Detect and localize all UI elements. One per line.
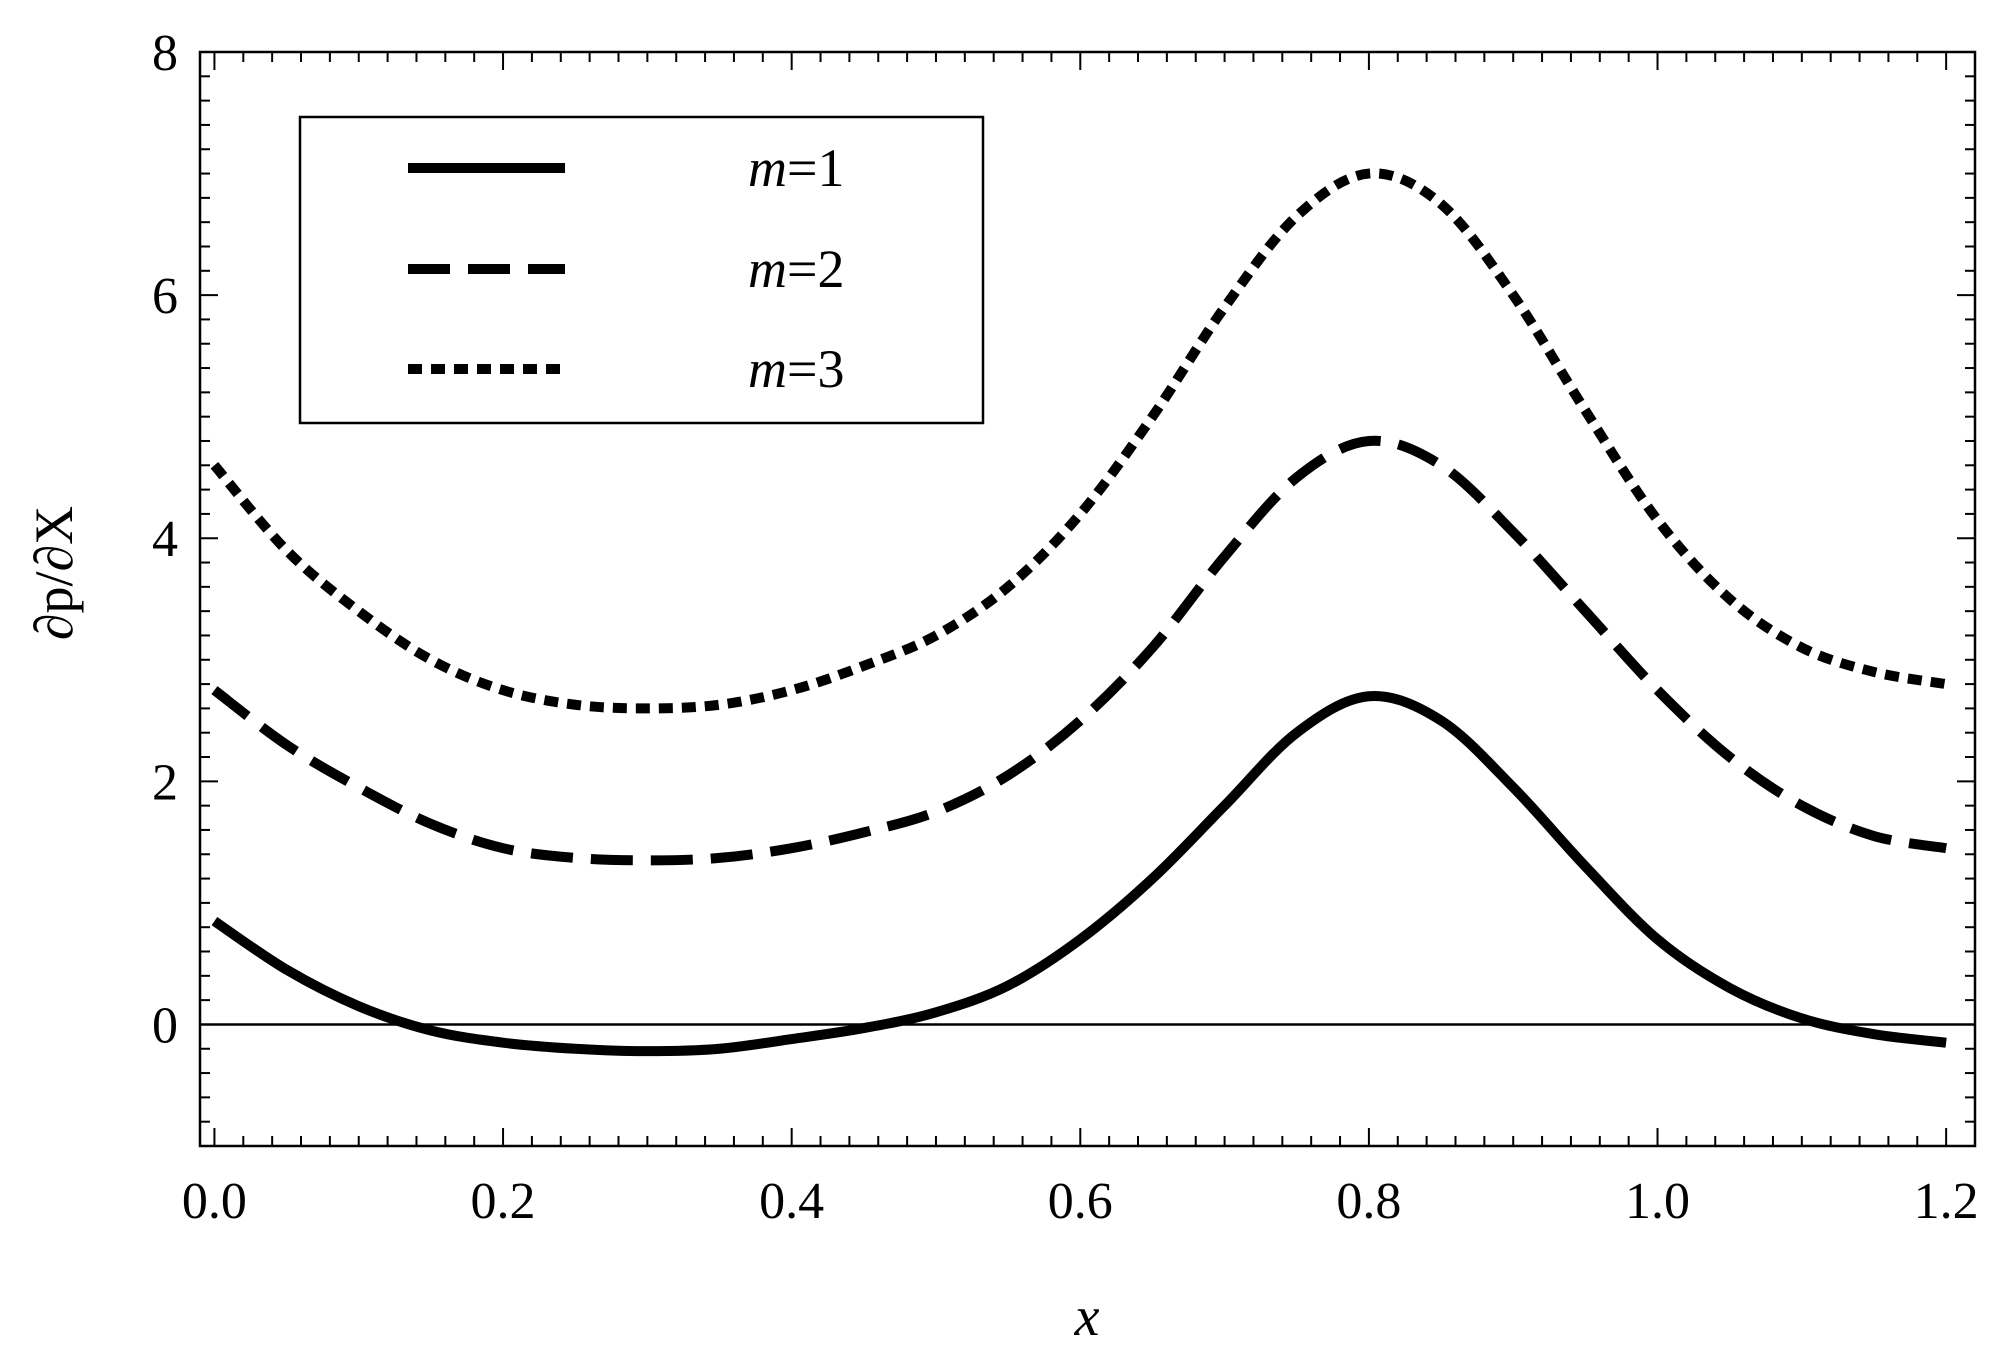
legend-box xyxy=(298,115,985,425)
series-line-1 xyxy=(211,691,1947,1057)
y-tick-label: 0 xyxy=(152,997,178,1054)
x-axis-title: x xyxy=(1074,1286,1100,1348)
x-tick-label: 0.2 xyxy=(471,1173,536,1230)
legend-label-1: m=1 xyxy=(748,138,844,198)
x-tick-label: 1.2 xyxy=(1914,1173,1979,1230)
axis-ticks xyxy=(200,51,1975,1147)
data-series xyxy=(210,168,1947,1057)
y-tick-label: 6 xyxy=(152,268,178,325)
x-tick-label: 0.0 xyxy=(182,1173,247,1230)
y-axis-title: ∂p/∂X xyxy=(24,506,84,640)
x-tick-label: 1.0 xyxy=(1625,1173,1690,1230)
y-tick-label: 2 xyxy=(152,754,178,811)
series-line-2 xyxy=(211,435,1947,866)
plot-border xyxy=(198,50,1977,1148)
x-tick-label: 0.6 xyxy=(1048,1173,1113,1230)
axis-tick-labels: 0.0 0.2 0.4 0.6 0.8 1.0 1.2 0 2 4 6 8 xyxy=(152,25,1979,1230)
y-tick-label: 8 xyxy=(152,25,178,82)
x-tick-label: 0.8 xyxy=(1336,1173,1401,1230)
y-tick-label: 4 xyxy=(152,511,178,568)
plot-frame xyxy=(198,50,1977,1148)
series-line-3 xyxy=(210,168,1947,714)
x-tick-label: 0.4 xyxy=(759,1173,824,1230)
legend-label-3: m=3 xyxy=(748,339,844,399)
legend: m=1 m=2 m=3 xyxy=(298,115,985,425)
legend-label-2: m=2 xyxy=(748,239,844,299)
